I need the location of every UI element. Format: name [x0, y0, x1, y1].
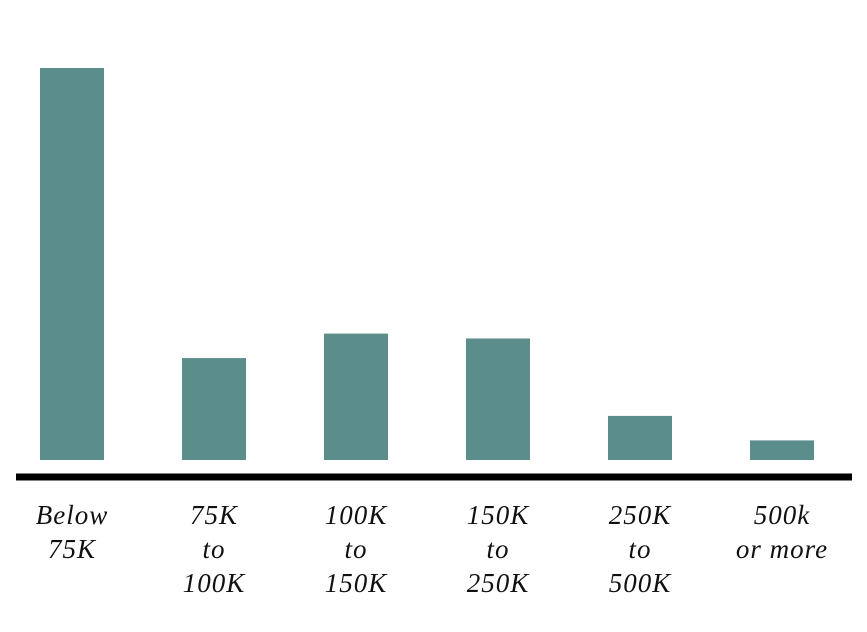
x-tick-label: 500k or more [736, 500, 828, 564]
bar [40, 68, 104, 460]
bar [466, 338, 530, 460]
bar [182, 358, 246, 460]
x-tick-label: 250K to 500K [609, 500, 673, 598]
bar [324, 333, 388, 460]
x-tick-label: 75K to 100K [183, 500, 247, 598]
bar [750, 440, 814, 460]
x-tick-label: Below 75K [36, 500, 109, 564]
x-tick-label: 100K to 150K [325, 500, 389, 598]
x-tick-label: 150K to 250K [467, 500, 531, 598]
bar [608, 415, 672, 460]
